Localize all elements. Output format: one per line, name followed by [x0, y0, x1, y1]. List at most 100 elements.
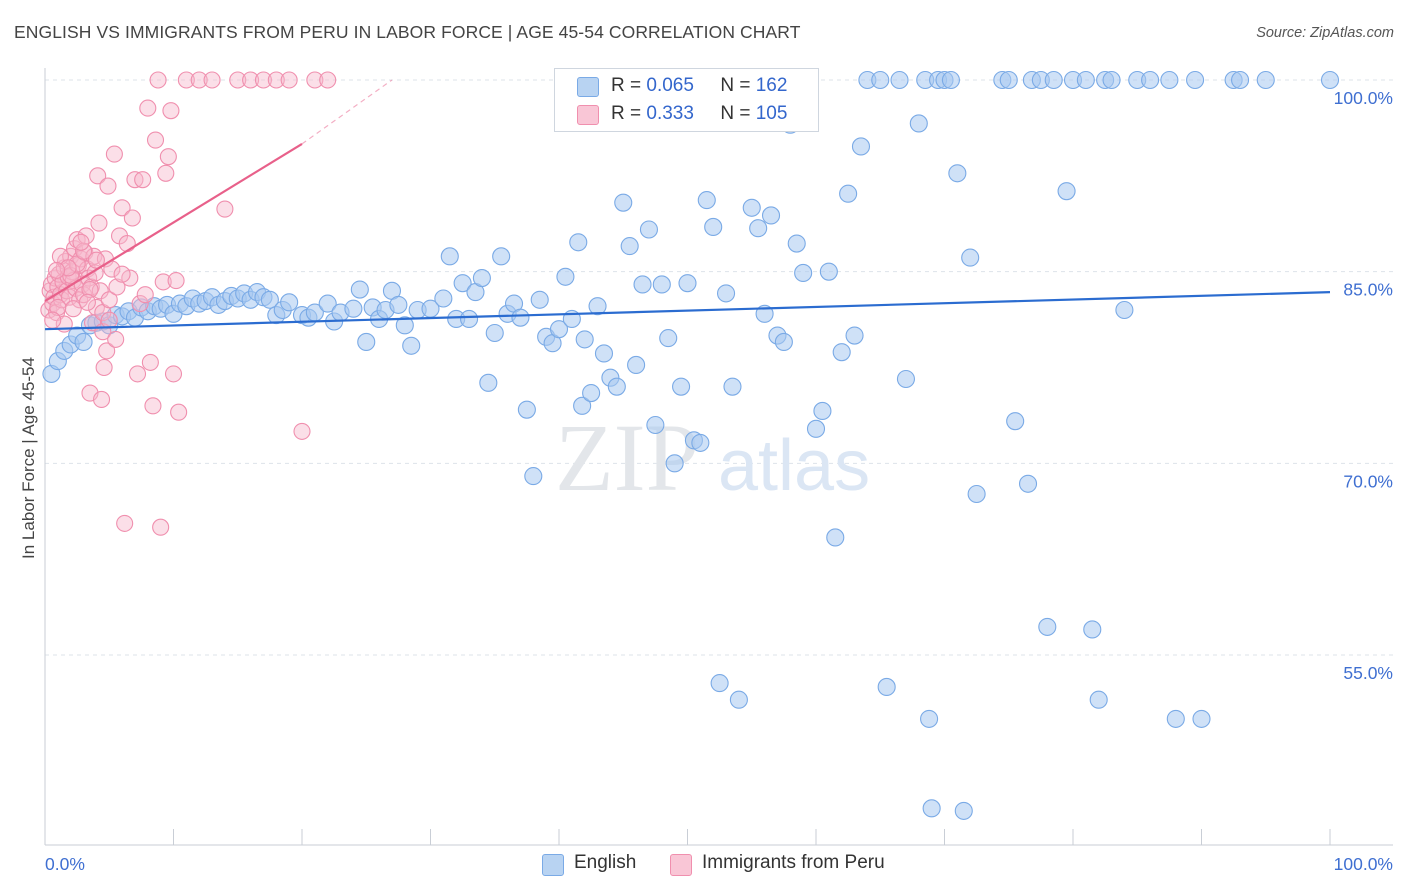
x-tick-label-0: 0.0% [45, 854, 85, 874]
peru-point-100 [64, 300, 82, 318]
english-point-142 [1038, 617, 1057, 636]
trend-lines [44, 79, 1331, 331]
english-point-150 [1102, 70, 1121, 90]
peru-point-74 [170, 403, 188, 421]
peru-trend-line [44, 142, 303, 302]
y-tick-label-0: 100.0% [1334, 88, 1393, 108]
english-point-139 [1018, 474, 1038, 493]
english-point-63 [479, 373, 498, 392]
peru-point-84 [293, 422, 311, 440]
english-point-134 [961, 248, 980, 267]
legend-english-n-value: 162 [755, 75, 788, 96]
english-point-98 [697, 191, 716, 210]
english-point-146 [1076, 70, 1095, 90]
chart-source: Source: ZipAtlas.com [1256, 25, 1394, 41]
peru-point-81 [254, 71, 273, 89]
english-point-123 [877, 677, 896, 696]
english-point-78 [573, 396, 592, 415]
english-point-102 [723, 377, 742, 396]
english-point-113 [806, 419, 826, 438]
english-point-65 [492, 247, 511, 266]
correlation-legend: R = 0.065 N = 162 R = 0.333 N = 105 [554, 68, 819, 132]
english-point-100 [710, 674, 729, 693]
grid-lines [45, 79, 1393, 656]
english-point-71 [530, 290, 549, 309]
peru-point-39 [90, 214, 108, 232]
english-point-90 [646, 415, 665, 435]
english-point-143 [1044, 70, 1063, 90]
english-point-137 [999, 70, 1018, 90]
english-point-68 [511, 308, 530, 327]
english-point-148 [1089, 690, 1108, 709]
legend-row-english: R = 0.065 N = 162 [555, 73, 818, 101]
legend-peru-r-label: R = [611, 103, 642, 124]
english-point-44 [344, 299, 363, 318]
english-point-151 [1115, 300, 1134, 320]
english-point-144 [1057, 182, 1076, 201]
peru-point-43 [95, 358, 113, 377]
english-point-156 [1186, 70, 1205, 90]
peru-point-69 [157, 164, 175, 182]
english-point-122 [871, 70, 890, 90]
english-point-64 [485, 323, 504, 343]
english-point-105 [749, 219, 768, 238]
english-point-125 [896, 369, 916, 389]
peru-point-101 [72, 233, 90, 251]
x-tick-label-1: 100.0% [1334, 854, 1393, 874]
peru-point-59 [131, 295, 149, 313]
peru-trend-extension [301, 79, 393, 145]
english-point-45 [350, 280, 369, 299]
tick-labels: 100.0% 85.0% 70.0% 55.0% 0.0% 100.0% [45, 88, 1393, 874]
english-point-115 [819, 262, 838, 281]
english-point-94 [672, 377, 691, 396]
y-tick-label-2: 70.0% [1343, 471, 1393, 491]
english-point-41 [318, 294, 337, 313]
bottom-legend-swatch-peru [670, 854, 692, 876]
axes [44, 68, 1393, 846]
peru-point-72 [164, 365, 183, 383]
english-point-104 [742, 198, 761, 217]
peru-point-63 [141, 353, 159, 371]
peru-point-67 [152, 518, 170, 536]
english-point-89 [639, 220, 659, 239]
bottom-legend-label-english: English [574, 852, 637, 873]
english-point-126 [909, 114, 928, 133]
peru-point-58 [128, 365, 147, 383]
chart-title: ENGLISH VS IMMIGRANTS FROM PERU IN LABOR… [14, 22, 801, 42]
legend-peru-r-value: 0.333 [646, 103, 694, 124]
english-point-77 [569, 233, 588, 252]
english-point-120 [851, 137, 871, 156]
english-point-56 [434, 289, 453, 308]
english-point-154 [1160, 70, 1179, 90]
english-point-95 [678, 274, 697, 293]
peru-point-85 [306, 71, 324, 89]
peru-point-76 [190, 71, 208, 89]
legend-peru-n-label: N = [720, 103, 751, 124]
english-point-116 [826, 528, 845, 547]
peru-point-97 [113, 265, 131, 283]
english-point-70 [524, 467, 543, 486]
english-point-86 [620, 237, 639, 256]
english-point-46 [357, 332, 376, 351]
peru-point-60 [134, 171, 152, 189]
peru-point-79 [229, 71, 247, 89]
peru-point-54 [118, 235, 136, 253]
legend-english-r-label: R = [611, 75, 642, 96]
english-point-93 [665, 454, 684, 473]
english-point-162 [922, 799, 941, 818]
legend-english-n-label: N = [720, 75, 751, 96]
peru-point-95 [100, 311, 118, 329]
legend-row-peru: R = 0.333 N = 105 [555, 101, 818, 129]
peru-point-96 [107, 330, 125, 348]
english-point-37 [280, 293, 299, 312]
bottom-legend-swatch-english [542, 854, 564, 876]
english-point-59 [453, 274, 472, 293]
peru-point-55 [121, 269, 139, 287]
english-trend-line [44, 291, 1331, 331]
peru-point-86 [319, 71, 337, 89]
peru-point-92 [81, 281, 99, 299]
peru-point-45 [98, 342, 116, 360]
peru-point-46 [99, 177, 117, 195]
english-point-103 [729, 690, 748, 709]
peru-point-104 [48, 261, 66, 279]
